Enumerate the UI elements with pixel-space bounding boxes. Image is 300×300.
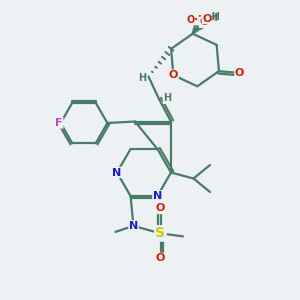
Text: O: O [202,14,212,24]
Text: O: O [156,203,165,214]
Text: F: F [55,118,63,128]
Text: O: O [200,17,209,27]
Text: O·H: O·H [187,15,207,25]
Text: N: N [112,167,122,178]
Text: N: N [129,221,138,231]
Text: S: S [155,226,166,240]
Text: O: O [235,68,244,78]
Text: ·H: ·H [206,13,218,23]
Text: H: H [138,73,146,83]
Text: H: H [163,93,172,103]
Text: ·H: ·H [208,12,220,22]
Text: N: N [153,191,162,201]
Text: O: O [156,253,165,263]
Text: O: O [169,70,178,80]
